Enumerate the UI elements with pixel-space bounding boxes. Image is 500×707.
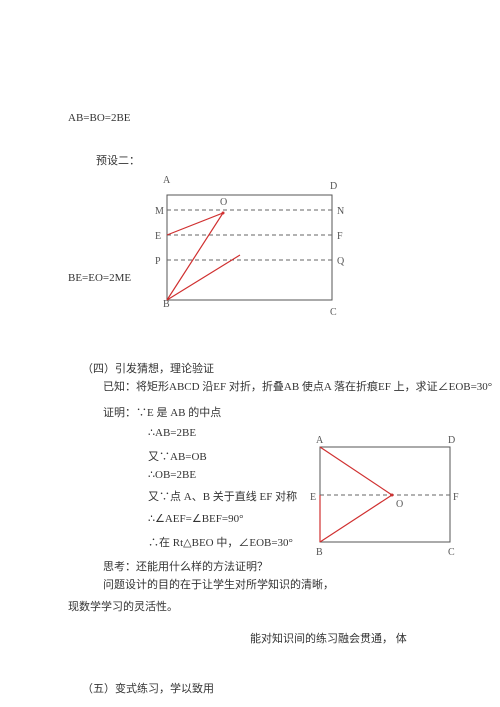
text-preset2: 预设二： bbox=[96, 152, 140, 168]
text-prove: 证明：∵E 是 AB 的中点 bbox=[103, 404, 221, 420]
svg-text:M: M bbox=[155, 206, 164, 217]
svg-text:F: F bbox=[453, 492, 459, 503]
svg-text:D: D bbox=[330, 181, 337, 192]
text-purpose1: 问题设计的目的在于让学生对所学知识的清晰， bbox=[103, 576, 334, 592]
svg-text:C: C bbox=[448, 547, 455, 558]
svg-text:N: N bbox=[337, 206, 344, 217]
proof-step-3: ∴OB=2BE bbox=[148, 468, 196, 481]
diagram-1: M N E F P Q A D B C O bbox=[145, 165, 345, 320]
svg-text:C: C bbox=[330, 307, 337, 318]
text-eq1: AB=BO=2BE bbox=[68, 112, 131, 124]
section-5-heading: （五）变式练习，学以致用 bbox=[82, 680, 214, 696]
svg-text:E: E bbox=[310, 492, 316, 503]
svg-text:Q: Q bbox=[337, 256, 345, 267]
text-known: 已知：将矩形ABCD 沿EF 对折，折叠AB 使点A 落在折痕EF 上，求证∠E… bbox=[103, 378, 492, 394]
proof-step-2: 又∵AB=OB bbox=[148, 448, 207, 464]
svg-text:B: B bbox=[163, 299, 170, 310]
diagram-2: A D B C E F O bbox=[310, 435, 460, 565]
svg-text:F: F bbox=[337, 231, 343, 242]
svg-text:B: B bbox=[316, 547, 323, 558]
proof-step-6: ∴在 Rt△BEO 中，∠EOB=30° bbox=[148, 534, 293, 550]
svg-text:O: O bbox=[220, 197, 227, 208]
text-purpose3: 能对知识间的练习融会贯通， 体 bbox=[250, 630, 407, 646]
text-think: 思考：还能用什么样的方法证明？ bbox=[103, 558, 268, 574]
proof-step-5: ∴∠AEF=∠BEF=90° bbox=[148, 512, 243, 525]
text-eq2: BE=EO=2ME bbox=[68, 272, 131, 284]
svg-text:P: P bbox=[155, 256, 161, 267]
svg-text:O: O bbox=[396, 499, 403, 510]
svg-text:E: E bbox=[155, 231, 161, 242]
section-4-heading: （四）引发猜想，理论验证 bbox=[82, 360, 214, 376]
text-purpose2: 现数学学习的灵活性。 bbox=[68, 598, 178, 614]
proof-step-4: 又∵点 A、B 关于直线 EF 对称 bbox=[148, 488, 297, 504]
proof-step-1: ∴AB=2BE bbox=[148, 426, 196, 439]
svg-text:A: A bbox=[163, 175, 171, 186]
svg-text:D: D bbox=[448, 435, 455, 446]
svg-text:A: A bbox=[316, 435, 324, 446]
